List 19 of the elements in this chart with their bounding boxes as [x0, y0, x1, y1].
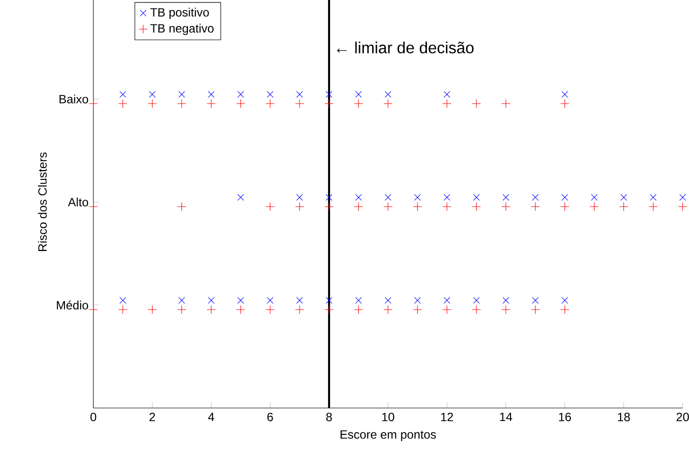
- x-axis-title: Escore em pontos: [340, 430, 436, 442]
- y-axis-title: Risco dos Clusters: [38, 152, 47, 252]
- x-tick-label: 14: [500, 412, 512, 421]
- ref-line-label: ← limiar de decisão: [337, 42, 474, 54]
- legend-label: TB negativo: [150, 24, 214, 35]
- x-tick-label: 10: [382, 412, 394, 422]
- y-tick-label: Médio: [56, 300, 88, 310]
- x-tick-label: 6: [267, 412, 273, 422]
- y-tick-label: Baixo: [60, 94, 88, 104]
- x-tick-label: 8: [326, 412, 332, 422]
- y-tick-label: Alto: [68, 198, 88, 206]
- legend-label: TB positivo: [150, 8, 209, 19]
- x-tick-label: 16: [559, 412, 571, 422]
- x-tick-label: 2: [150, 412, 155, 422]
- x-tick-label: 18: [618, 412, 630, 422]
- x-tick-label: 4: [208, 412, 214, 421]
- x-tick-label: 0: [90, 412, 96, 422]
- x-tick-label: 12: [441, 412, 453, 422]
- x-tick-label: 20: [676, 412, 689, 422]
